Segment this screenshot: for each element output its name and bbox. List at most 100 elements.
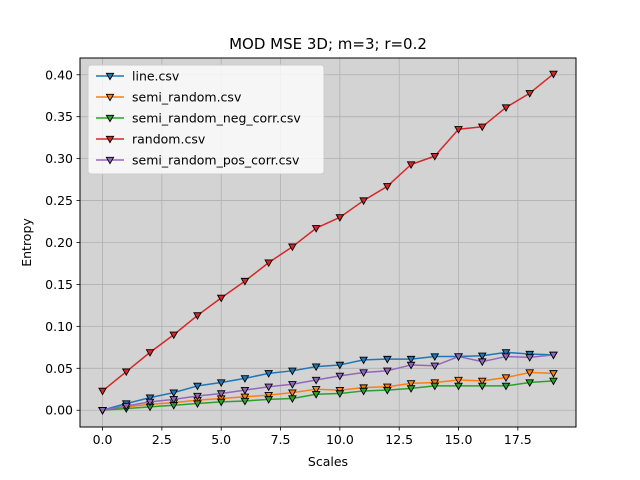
grid — [80, 58, 576, 427]
data-point — [121, 402, 131, 411]
data-point — [121, 368, 131, 377]
legend-marker — [105, 114, 115, 123]
data-point — [382, 183, 392, 191]
legend-label: random.csv — [132, 132, 206, 147]
data-point — [311, 391, 321, 399]
data-point — [193, 392, 202, 401]
data-point — [501, 349, 511, 357]
data-point — [430, 353, 440, 362]
data-point — [549, 370, 558, 378]
data-point — [406, 385, 416, 393]
data-point — [549, 351, 558, 360]
y-tick-label: 0.30 — [45, 151, 73, 166]
y-tick-label: 0.35 — [45, 109, 73, 124]
y-axis-label: Entropy — [19, 218, 34, 267]
y-tick-label: 0.40 — [45, 67, 73, 82]
x-tick-label: 12.5 — [385, 432, 413, 447]
data-point — [98, 387, 107, 396]
data-point — [240, 375, 250, 383]
series-line — [102, 73, 554, 392]
x-tick-label: 10.0 — [326, 432, 354, 447]
data-point — [359, 369, 368, 377]
y-tick-label: 0.20 — [45, 235, 73, 250]
data-point — [193, 312, 202, 320]
data-point — [406, 355, 416, 364]
data-point — [477, 358, 487, 367]
x-tick-label: 2.5 — [152, 432, 172, 447]
data-point — [169, 331, 179, 340]
legend-marker — [105, 72, 115, 81]
data-point — [406, 380, 416, 388]
data-point — [382, 355, 392, 364]
data-point — [525, 379, 535, 388]
data-point — [382, 367, 392, 376]
legend-item: semi_random_pos_corr.csv — [96, 153, 300, 168]
data-point — [501, 353, 511, 362]
chart-title: MOD MSE 3D; m=3; r=0.2 — [229, 35, 427, 53]
data-point — [406, 161, 416, 170]
series-line — [102, 380, 554, 411]
data-point — [454, 126, 463, 134]
legend: line.csv semi_random.csv semi_random_neg_c… — [87, 64, 325, 175]
data-point — [145, 394, 155, 403]
legend-item: semi_random_neg_corr.csv — [96, 111, 301, 126]
data-point — [145, 349, 155, 357]
data-point — [288, 367, 297, 376]
legend-label: semi_random_pos_corr.csv — [132, 153, 300, 168]
data-point — [525, 90, 535, 98]
data-point — [335, 361, 345, 370]
data-point — [311, 363, 321, 372]
data-point — [264, 391, 274, 400]
data-point — [288, 381, 297, 389]
data-point — [406, 361, 416, 370]
data-point — [359, 356, 368, 365]
data-point — [477, 123, 487, 132]
series — [98, 377, 558, 415]
data-point — [477, 377, 487, 386]
x-axis: 0.0 2.5 5.0 7.5 10.0 12.5 15.0 17.5 — [93, 427, 532, 447]
series-line — [102, 354, 554, 411]
x-tick-label: 7.5 — [271, 432, 291, 447]
data-point — [240, 386, 250, 395]
data-point — [525, 354, 535, 362]
series-layer — [98, 70, 558, 415]
data-point — [145, 398, 155, 407]
legend-box — [87, 64, 325, 175]
legend-label: semi_random.csv — [132, 90, 242, 105]
x-tick-label: 15.0 — [445, 432, 473, 447]
data-point — [454, 382, 463, 391]
y-tick-label: 0.15 — [45, 277, 73, 292]
y-axis: 0.00 0.05 0.10 0.15 0.20 0.25 0.30 0.35 0.40 — [45, 67, 80, 418]
data-point — [264, 383, 274, 392]
data-point — [264, 370, 274, 378]
legend-marker — [105, 135, 115, 144]
series — [98, 70, 558, 396]
data-point — [193, 382, 202, 391]
data-point — [216, 398, 226, 407]
series-line — [102, 351, 554, 411]
data-point — [98, 407, 107, 415]
data-point — [240, 397, 250, 406]
data-point — [216, 294, 226, 303]
data-point — [477, 382, 487, 391]
x-tick-label: 5.0 — [211, 432, 231, 447]
data-point — [430, 152, 440, 161]
legend-label: line.csv — [132, 69, 180, 84]
data-point — [311, 376, 321, 385]
data-point — [169, 389, 179, 398]
data-point — [382, 386, 392, 395]
data-point — [288, 389, 297, 398]
data-point — [288, 243, 297, 252]
y-tick-label: 0.05 — [45, 361, 73, 376]
series — [98, 351, 558, 415]
data-point — [264, 396, 274, 404]
data-point — [501, 104, 511, 112]
x-tick-label: 0.0 — [93, 432, 113, 447]
data-point — [311, 386, 321, 394]
data-point — [193, 400, 202, 409]
legend-label: semi_random_neg_corr.csv — [132, 111, 301, 126]
data-point — [430, 362, 440, 371]
data-point — [335, 390, 345, 398]
data-point — [311, 225, 321, 233]
